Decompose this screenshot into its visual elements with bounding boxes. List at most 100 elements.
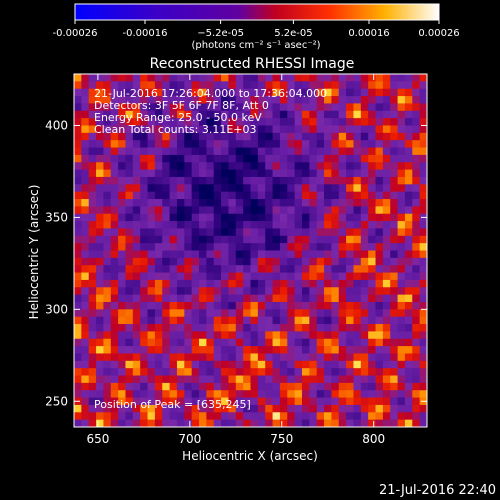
heatmap-cell [213, 346, 222, 355]
heatmap-cell [301, 412, 310, 421]
heatmap-cell [199, 103, 207, 112]
heatmap-cell [110, 331, 119, 340]
heatmap-cell [397, 162, 406, 171]
heatmap-cell [404, 221, 413, 230]
heatmap-cell [118, 309, 127, 318]
heatmap-cell [301, 390, 310, 399]
heatmap-cell [265, 287, 274, 296]
heatmap-cell [294, 235, 303, 244]
heatmap-cell [397, 390, 406, 399]
heatmap-cell [176, 140, 185, 149]
heatmap-cell [147, 228, 156, 237]
peak-position-label: Position of Peak = [635,245] [94, 398, 251, 411]
heatmap-cell [279, 382, 288, 391]
heatmap-cell [390, 88, 399, 97]
heatmap-cell [81, 206, 90, 215]
heatmap-cell [110, 419, 119, 427]
heatmap-cell [353, 132, 362, 141]
heatmap-cell [162, 74, 171, 82]
heatmap-cell [412, 331, 421, 340]
heatmap-cell [324, 353, 332, 362]
heatmap-cell [125, 397, 134, 406]
heatmap-cell [110, 199, 119, 207]
heatmap-cell [213, 390, 222, 399]
heatmap-cell [169, 213, 178, 222]
heatmap-cell [176, 250, 185, 259]
heatmap-cell [110, 382, 119, 391]
heatmap-cell [176, 235, 185, 244]
heatmap-cell [243, 324, 252, 332]
heatmap-cell [81, 154, 90, 163]
heatmap-cell [74, 191, 82, 200]
heatmap-cell [118, 132, 127, 141]
x-tick-label: 800 [362, 432, 385, 446]
heatmap-cell [154, 353, 163, 362]
heatmap-cell [382, 375, 391, 384]
heatmap-cell [419, 331, 427, 340]
heatmap-cell [169, 279, 178, 288]
heatmap-cell [324, 419, 332, 427]
heatmap-cell [221, 140, 230, 149]
heatmap-cell [88, 250, 97, 259]
heatmap-cell [257, 404, 266, 413]
heatmap-cell [206, 353, 215, 362]
heatmap-cell [125, 169, 134, 178]
heatmap-cell [74, 294, 82, 303]
heatmap-cell [74, 412, 82, 421]
heatmap-cell [294, 301, 303, 310]
heatmap-cell [221, 96, 230, 105]
heatmap-cell [397, 419, 406, 427]
heatmap-cell [353, 368, 362, 377]
heatmap-cell [125, 412, 134, 421]
heatmap-cell [221, 250, 230, 259]
heatmap-cell [176, 353, 185, 362]
heatmap-cell [199, 309, 207, 318]
heatmap-cell [191, 360, 200, 369]
heatmap-cell [110, 221, 119, 230]
heatmap-cell [331, 412, 340, 421]
heatmap-cell [235, 301, 244, 310]
heatmap-cell [132, 81, 141, 90]
heatmap-cell [213, 103, 222, 112]
heatmap-cell [221, 228, 230, 237]
heatmap-cell [338, 169, 347, 178]
heatmap-cell [74, 154, 82, 163]
heatmap-cell [338, 221, 347, 230]
heatmap-cell [412, 154, 421, 163]
heatmap-cell [221, 404, 230, 413]
heatmap-cell [147, 331, 156, 340]
heatmap-cell [147, 368, 156, 377]
heatmap-cell [265, 331, 274, 340]
heatmap-cell [368, 331, 377, 340]
heatmap-cell [397, 88, 406, 97]
heatmap-cell [88, 390, 97, 399]
heatmap-cell [74, 279, 82, 288]
heatmap-cell [199, 228, 207, 237]
heatmap-cell [404, 96, 413, 105]
heatmap-cell [213, 110, 222, 119]
heatmap-cell [390, 206, 399, 215]
heatmap-cell [213, 147, 222, 156]
heatmap-cell [316, 287, 325, 296]
heatmap-cell [346, 316, 355, 325]
heatmap-cell [199, 324, 207, 332]
heatmap-cell [375, 316, 384, 325]
heatmap-cell [103, 125, 112, 134]
heatmap-cell [419, 243, 427, 252]
heatmap-cell [74, 375, 82, 384]
heatmap-cell [294, 96, 303, 105]
heatmap-cell [184, 287, 193, 296]
heatmap-cell [272, 265, 281, 274]
heatmap-cell [154, 88, 163, 97]
heatmap-cell [419, 294, 427, 303]
heatmap-cell [309, 250, 318, 259]
heatmap-cell [125, 368, 134, 377]
heatmap-cell [360, 110, 369, 119]
heatmap-cell [360, 81, 369, 90]
heatmap-cell [382, 412, 391, 421]
heatmap-cell [301, 125, 310, 134]
heatmap-cell [272, 176, 281, 185]
heatmap-cell [397, 235, 406, 244]
heatmap-cell [81, 176, 90, 185]
annotation-line: 21-Jul-2016 17:26:04.000 to 17:36:04.000 [94, 87, 327, 100]
